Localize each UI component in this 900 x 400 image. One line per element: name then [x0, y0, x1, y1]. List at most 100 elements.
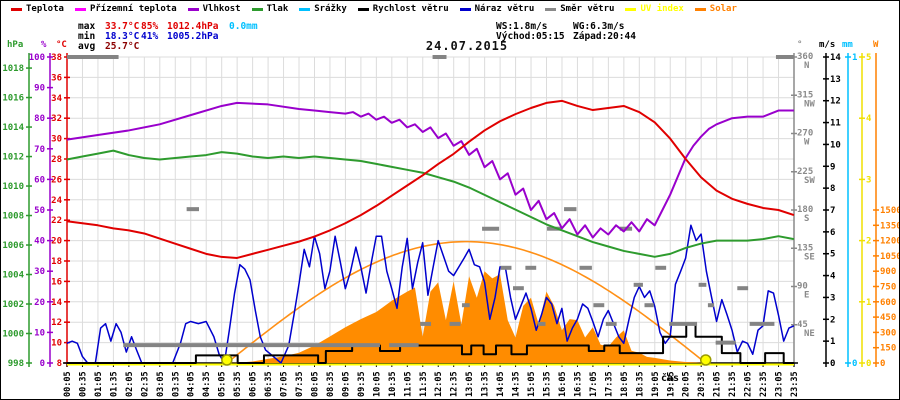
legend-marker	[251, 7, 263, 11]
hpa-tick-label: 1004	[2, 271, 24, 281]
x-tick-label: 17:35	[604, 371, 614, 397]
wind-speed-series-line	[66, 322, 794, 364]
legend-item-1: Teplota	[11, 4, 64, 14]
dir-compass-label: NW	[804, 99, 815, 109]
legend-label: Náraz větru	[474, 4, 535, 14]
dir-tick-label: 270	[797, 129, 813, 139]
temp-tick-label: 18	[51, 257, 62, 267]
legend-marker	[545, 7, 557, 11]
x-tick-label: 15:35	[543, 371, 553, 397]
legend-label: Srážky	[314, 4, 347, 14]
legend-item-5: Srážky	[299, 4, 347, 14]
temp-tick-label: 14	[51, 298, 62, 308]
x-tick-label: 11:35	[419, 371, 429, 397]
hpa-tick-label: 1018	[2, 64, 24, 74]
pct-tick-label: 60	[34, 175, 45, 185]
temp-tick-label: 38	[51, 53, 62, 63]
x-tick-label: 08:05	[310, 371, 320, 397]
temp-tick-label: 22	[51, 216, 62, 226]
temp-axis-title: °C	[56, 40, 67, 50]
dir-compass-label: SW	[804, 176, 815, 186]
x-tick-label: 00:35	[78, 371, 88, 397]
legend-label: Solar	[709, 4, 737, 14]
humidity-series-line	[66, 101, 794, 239]
x-tick-label: 04:05	[187, 371, 197, 397]
x-tick-label: 03:05	[156, 371, 166, 397]
hpa-tick-label: 1016	[2, 94, 24, 104]
wind-tick-label: 10	[830, 140, 841, 150]
temp-tick-label: 10	[51, 339, 62, 349]
x-tick-label: 12:05	[434, 371, 444, 397]
solar-tick-label: 150	[880, 344, 896, 354]
x-tick-label: 09:35	[357, 371, 367, 397]
solar-tick-label: 450	[880, 313, 896, 323]
x-tick-label: 16:35	[573, 371, 583, 397]
hpa-tick-label: 1008	[2, 212, 24, 222]
x-tick-label: 16:05	[558, 371, 568, 397]
solar-tick-label: 300	[880, 328, 896, 338]
wind-tick-label: 5	[830, 250, 835, 260]
wind-tick-label: 3	[830, 293, 835, 303]
x-tick-label: 19:05	[651, 371, 661, 397]
pct-tick-label: 80	[34, 114, 45, 124]
legend-marker	[187, 7, 199, 11]
temp-tick-label: 34	[51, 94, 62, 104]
wind-tick-label: 0	[830, 359, 835, 369]
wind-tick-label: 12	[830, 97, 841, 107]
legend-label: Tlak	[266, 4, 289, 14]
x-tick-label: 19:35	[666, 371, 676, 397]
temp-tick-label: 26	[51, 175, 62, 185]
chart-legend: Teplota Přízemní teplota Vlhkost Tlak Srážky…	[11, 4, 737, 14]
legend-label: Vlhkost	[202, 4, 241, 14]
x-tick-label: 03:35	[171, 371, 181, 397]
solar-tick-label: 0	[880, 359, 885, 369]
sun-marker	[221, 354, 233, 366]
x-tick-label: 01:35	[109, 371, 119, 397]
mm-tick-label: 0	[852, 359, 857, 369]
x-tick-label: 13:35	[481, 371, 491, 397]
dir-compass-label: N	[804, 61, 809, 71]
legend-item-9: UV index	[625, 4, 684, 14]
legend-label: UV index	[640, 4, 684, 14]
x-tick-label: 01:05	[94, 371, 104, 397]
x-tick-label: 21:35	[728, 371, 738, 397]
legend-label: Teplota	[26, 4, 64, 14]
legend-marker	[625, 7, 637, 11]
dir-tick-label: 360	[797, 52, 813, 62]
wind-tick-label: 1	[830, 337, 835, 347]
wind-gust-series-line	[66, 224, 795, 364]
x-tick-label: 10:05	[372, 371, 382, 397]
solar-axis-title: W	[873, 40, 879, 50]
x-tick-label: 22:05	[744, 371, 754, 397]
x-tick-label: 07:05	[280, 371, 290, 397]
legend-label: Směr větru	[560, 4, 615, 14]
wind-tick-label: 8	[830, 184, 835, 194]
legend-item-10: Solar	[694, 4, 737, 14]
x-tick-label: 18:05	[620, 371, 630, 397]
stat-max-value-4: 0.0mm	[229, 21, 258, 32]
temp-tick-label: 16	[51, 277, 62, 287]
x-tick-label: 18:35	[635, 371, 645, 397]
hpa-tick-label: 998	[8, 359, 24, 369]
pct-tick-label: 30	[34, 267, 45, 277]
temp-tick-label: 24	[51, 196, 62, 206]
wind-gust-max-stat: WG:6.3m/s	[573, 21, 625, 32]
dir-axis-title: °	[797, 40, 802, 50]
wind-tick-label: 7	[830, 206, 835, 216]
x-tick-label: 12:35	[450, 371, 460, 397]
x-tick-label: 08:35	[326, 371, 336, 397]
temp-tick-label: 8	[57, 359, 62, 369]
dir-compass-label: SE	[804, 252, 815, 262]
stat-min-value-2: 41%	[141, 31, 159, 42]
x-tick-label: 10:35	[388, 371, 398, 397]
legend-label: Přízemní teplota	[89, 4, 177, 14]
pct-tick-label: 100	[29, 53, 45, 63]
stat-max-value-2: 85%	[141, 21, 159, 32]
solar-tick-label: 1200	[880, 237, 899, 247]
temp-tick-label: 28	[51, 155, 62, 165]
dir-tick-label: 135	[797, 243, 813, 253]
hpa-tick-label: 1002	[2, 300, 24, 310]
legend-item-7: Náraz větru	[459, 4, 535, 14]
dir-tick-label: 90	[797, 282, 808, 292]
